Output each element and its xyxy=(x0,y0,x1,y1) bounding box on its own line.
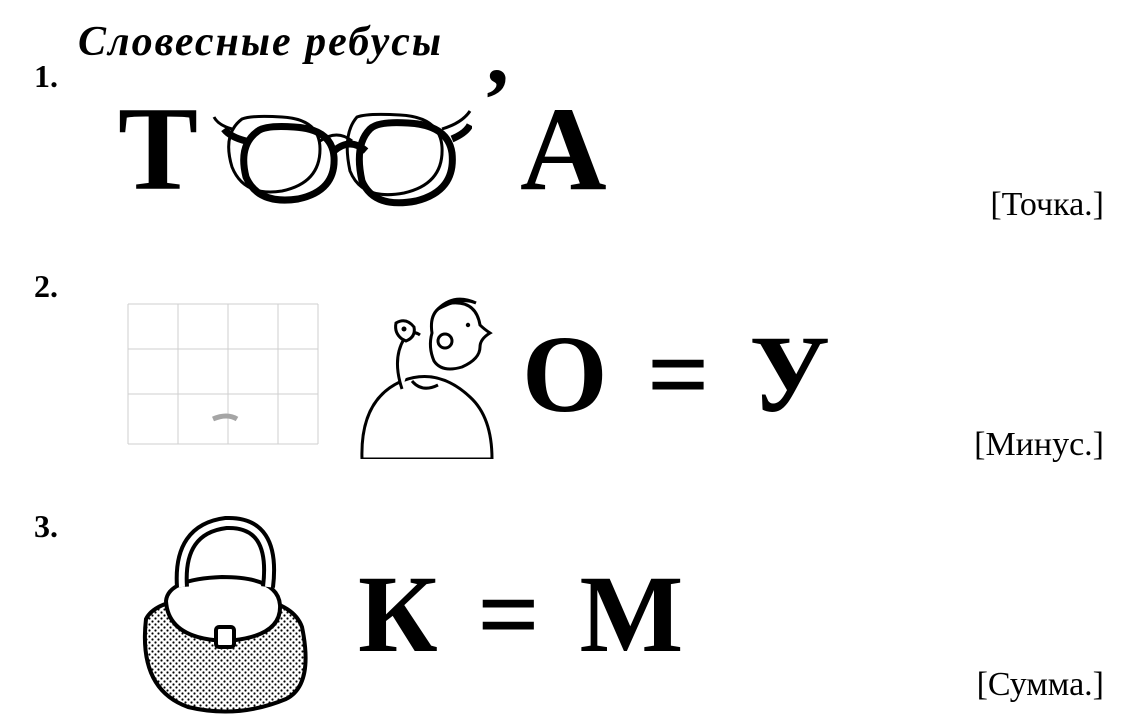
mime-person-icon xyxy=(342,289,512,459)
rebus-row-3: 3. xyxy=(78,514,1104,714)
answer-value: Минус. xyxy=(985,426,1092,463)
substitution-text: О = У xyxy=(522,319,836,429)
answer-value: Сумма. xyxy=(988,666,1093,703)
rebus-content: Т xyxy=(118,89,607,209)
rebus-number: 2. xyxy=(34,268,58,305)
rebus-content: К = М xyxy=(98,509,689,719)
answer-text: [Минус.] xyxy=(974,426,1104,464)
page: Словесные ребусы 1. Т xyxy=(0,0,1134,714)
rebus-content: О = У xyxy=(118,289,836,459)
page-title: Словесные ребусы xyxy=(78,18,1104,66)
rebus-number: 3. xyxy=(34,508,58,545)
letter-A: А xyxy=(520,89,607,209)
answer-text: [Точка.] xyxy=(990,186,1104,224)
rebus-number: 1. xyxy=(34,58,58,95)
glasses-icon xyxy=(212,89,472,209)
letter-T: Т xyxy=(118,89,198,209)
rebus-row-2: 2. xyxy=(78,274,1104,474)
faint-grid-icon xyxy=(118,294,328,454)
answer-value: Точка. xyxy=(1002,186,1093,223)
rebus-row-1: 1. Т xyxy=(78,64,1104,234)
answer-text: [Сумма.] xyxy=(977,666,1104,704)
handbag-icon xyxy=(118,509,328,719)
substitution-text: К = М xyxy=(358,559,689,669)
